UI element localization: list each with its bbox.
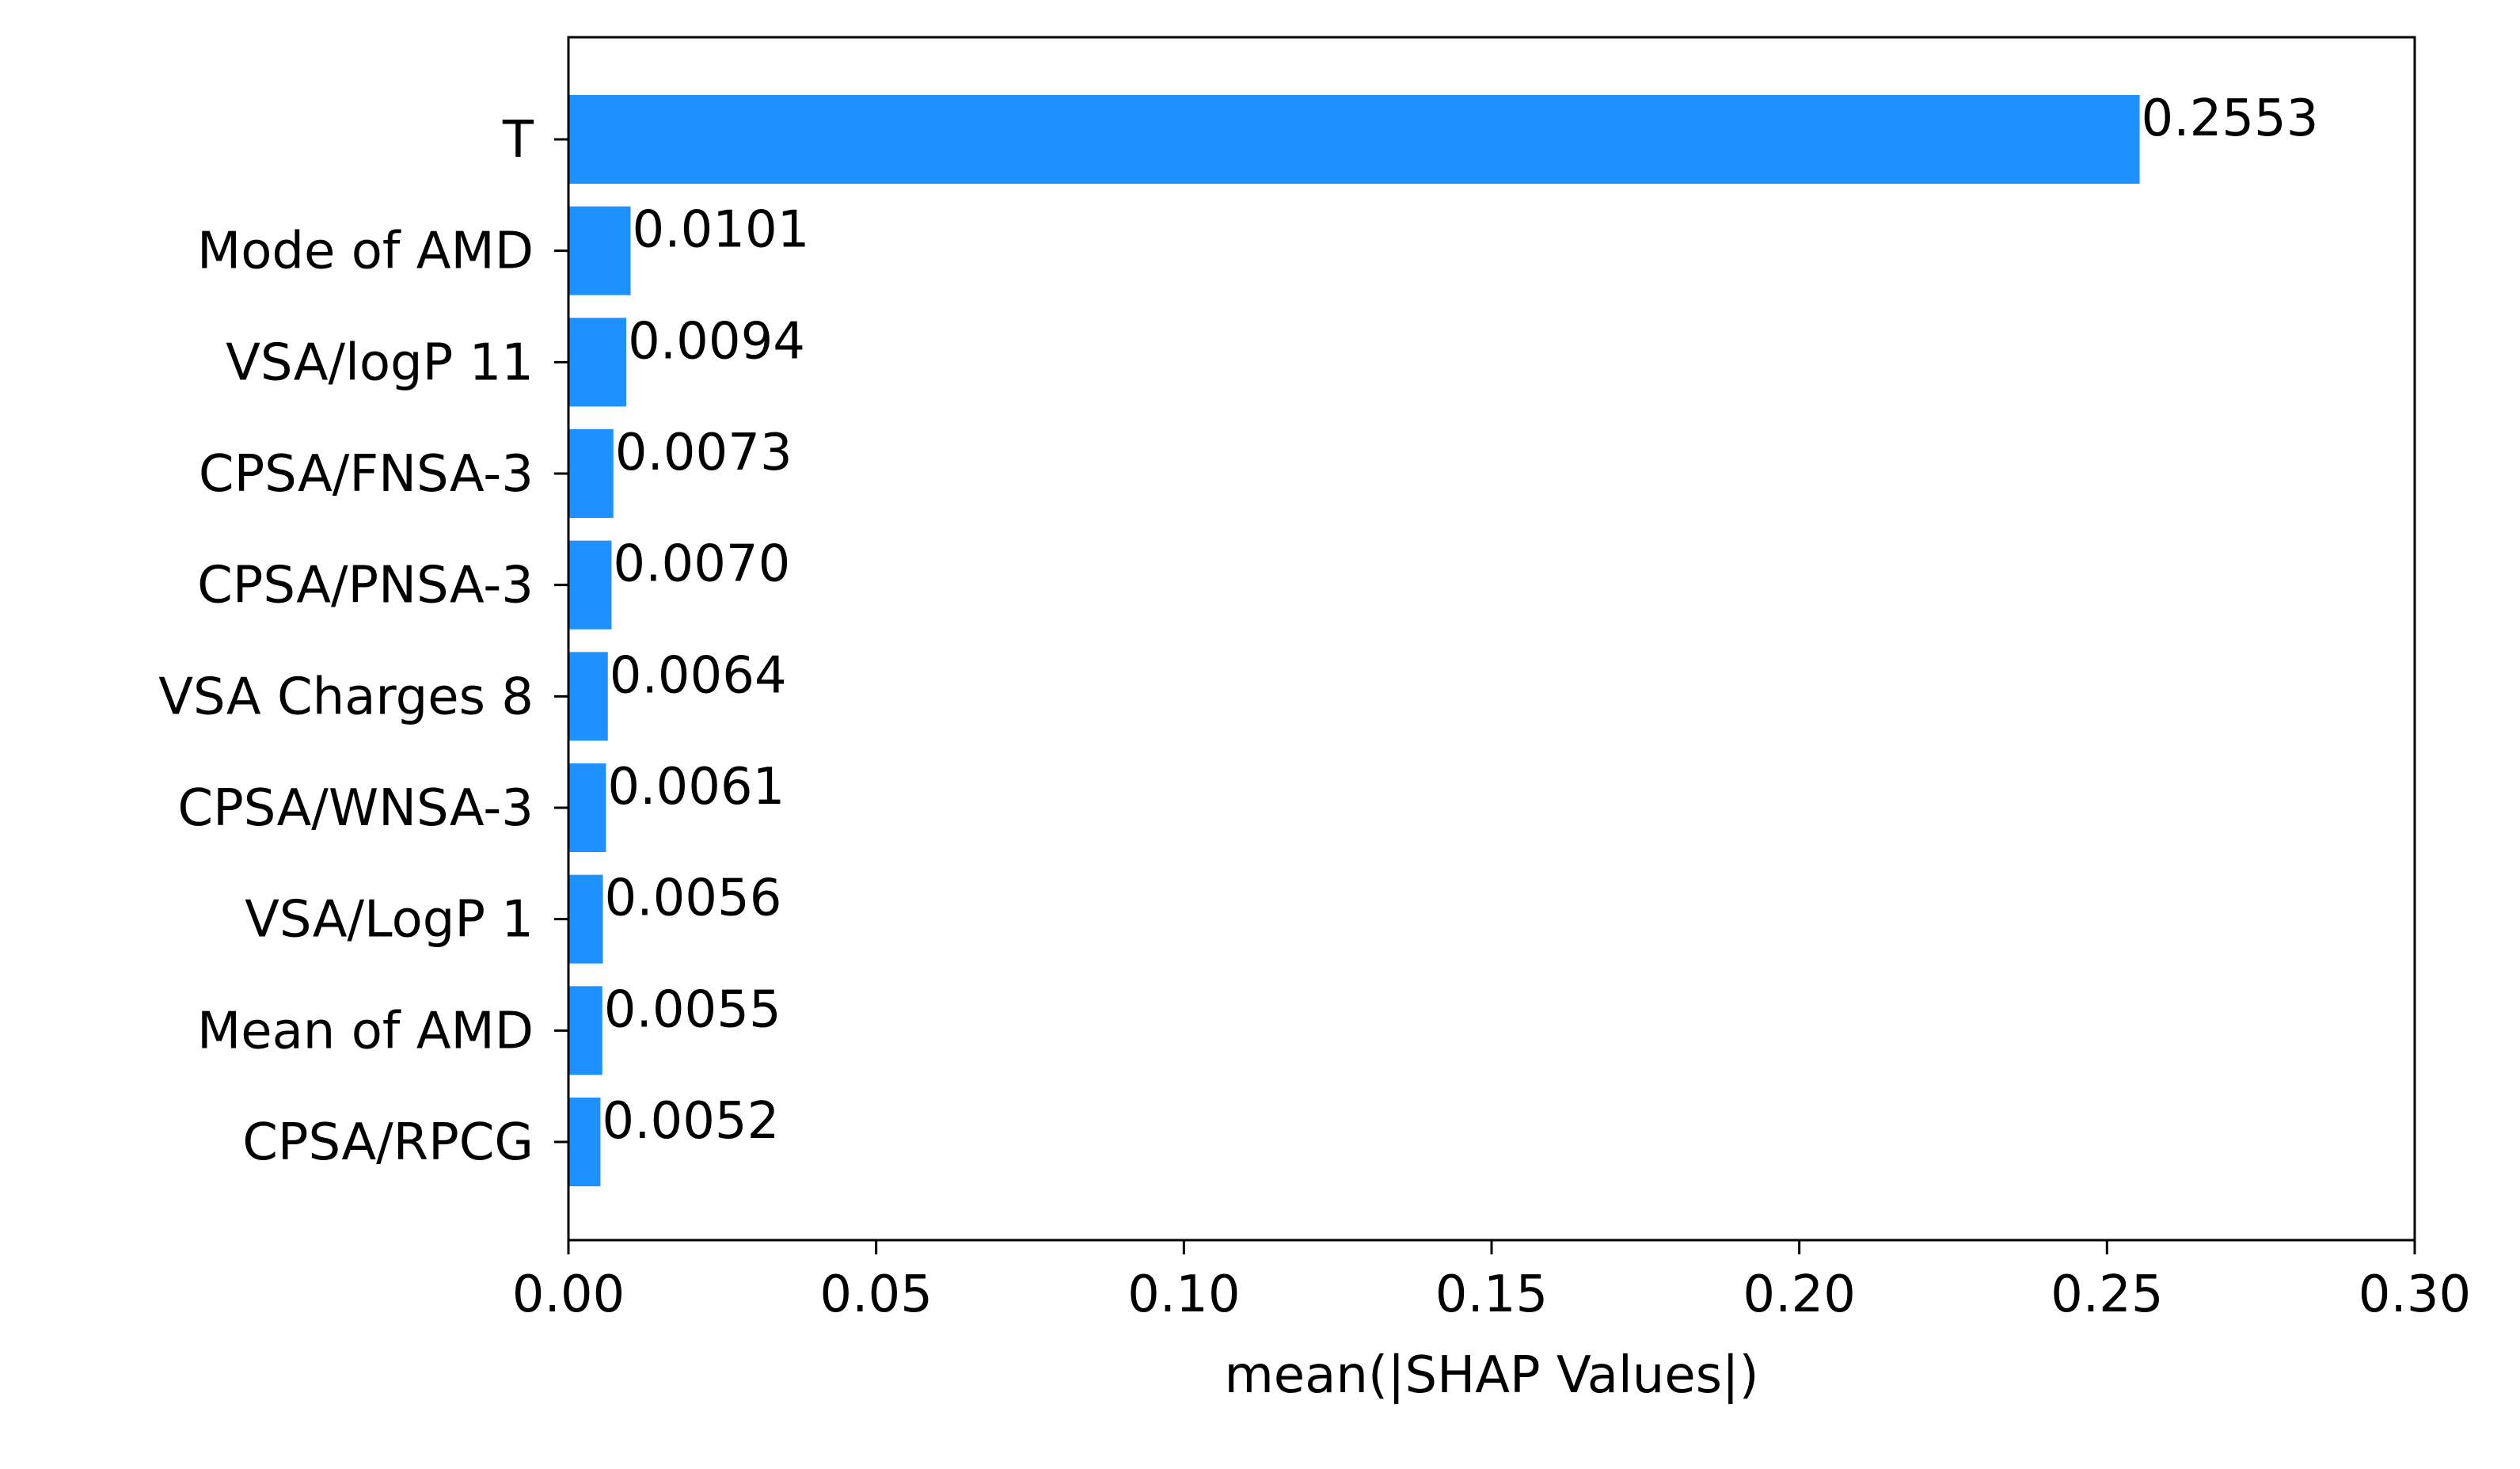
bar	[568, 95, 2140, 184]
x-tick-label: 0.05	[819, 1265, 933, 1324]
bar-value-label: 0.2553	[2142, 89, 2319, 148]
bar-value-label: 0.0070	[613, 535, 790, 594]
bar-value-label: 0.0094	[628, 312, 805, 371]
x-tick-label: 0.20	[1743, 1265, 1856, 1324]
bar-value-label: 0.0061	[607, 758, 785, 816]
x-tick-label: 0.30	[2358, 1265, 2472, 1324]
x-tick-label: 0.10	[1127, 1265, 1241, 1324]
y-tick-label: T	[502, 111, 534, 169]
x-tick-label: 0.15	[1435, 1265, 1549, 1324]
bar	[568, 874, 603, 964]
bar-value-label: 0.0073	[615, 424, 792, 482]
y-tick-label: VSA/LogP 1	[245, 891, 534, 950]
x-tick-label: 0.00	[512, 1265, 625, 1324]
bar-value-label: 0.0052	[602, 1092, 779, 1151]
bar	[568, 986, 602, 1075]
bar-value-label: 0.0056	[605, 870, 782, 928]
bar	[568, 318, 627, 407]
bar-value-label: 0.0101	[633, 201, 810, 260]
bar	[568, 429, 614, 518]
bar	[568, 540, 612, 630]
value-labels-group: 0.2553 0.0101 0.0094 0.0073 0.0070 0.0064 0.00…	[602, 89, 2318, 1151]
plot-frame	[567, 36, 2416, 1242]
y-tick-label: Mode of AMD	[197, 223, 534, 281]
y-axis: T Mode of AMD VSA/logP 11 CPSA/FNSA-3 CPSA/P…	[158, 111, 568, 1172]
y-tick-label: CPSA/RPCG	[242, 1113, 534, 1172]
bar-value-label: 0.0064	[610, 646, 787, 705]
y-tick-label: CPSA/PNSA-3	[197, 557, 534, 615]
x-axis-label: mean(|SHAP Values|)	[1224, 1346, 1758, 1405]
bar	[568, 652, 608, 741]
y-tick-label: Mean of AMD	[197, 1002, 534, 1060]
y-tick-label: VSA/logP 11	[226, 333, 534, 392]
y-tick-label: VSA Charges 8	[158, 668, 534, 726]
bars-group	[568, 95, 2140, 1186]
y-tick-label: CPSA/WNSA-3	[177, 779, 534, 838]
x-tick-label: 0.25	[2051, 1265, 2164, 1324]
bar	[568, 1098, 601, 1186]
y-tick-label: CPSA/FNSA-3	[199, 445, 534, 504]
bar-value-label: 0.0055	[604, 980, 781, 1039]
x-axis: 0.00 0.05 0.10 0.15 0.20 0.25 0.30	[512, 1240, 2472, 1324]
bar	[568, 206, 631, 295]
bar	[568, 763, 606, 852]
